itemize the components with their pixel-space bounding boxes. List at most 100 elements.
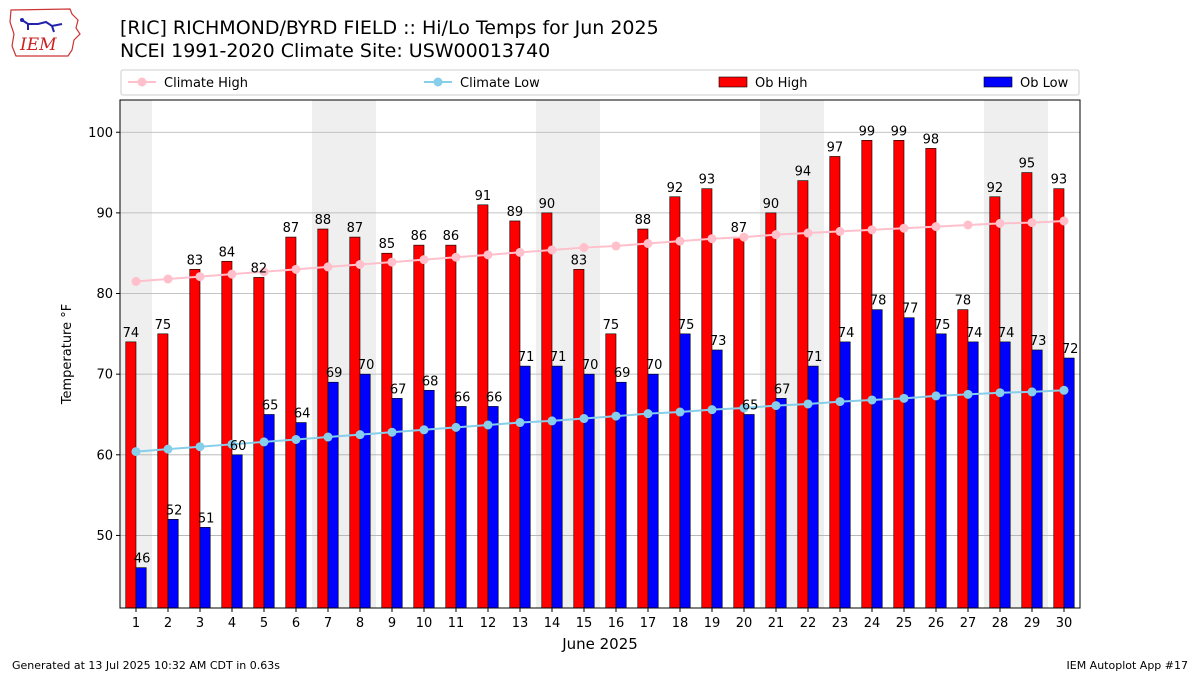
ob-high-label: 89 bbox=[507, 205, 524, 220]
ob-low-label: 66 bbox=[486, 390, 503, 405]
ob-high-label: 88 bbox=[635, 213, 652, 228]
ob-high-label: 92 bbox=[987, 181, 1004, 196]
ob-low-label: 69 bbox=[614, 366, 631, 381]
climate-high-point bbox=[131, 276, 141, 286]
ob-low-bar bbox=[423, 389, 435, 609]
ob-high-bar bbox=[989, 196, 1001, 609]
climate-high-point bbox=[995, 218, 1005, 228]
ob-low-bar bbox=[647, 373, 659, 609]
ob-low-label: 74 bbox=[998, 326, 1015, 341]
ob-low-bar bbox=[839, 341, 851, 609]
ob-low-bar bbox=[295, 422, 307, 609]
climate-low-point bbox=[931, 391, 941, 401]
climate-low-point bbox=[291, 434, 301, 444]
climate-high-legend-label: Climate High bbox=[164, 76, 248, 91]
ob-high-label: 86 bbox=[443, 229, 460, 244]
x-tick-label: 26 bbox=[928, 616, 945, 631]
ob-low-bar bbox=[391, 398, 403, 609]
climate-high-point bbox=[803, 228, 813, 238]
ob-low-label: 70 bbox=[646, 358, 663, 373]
climate-high-point bbox=[707, 234, 717, 244]
ob-low-legend-swatch bbox=[983, 76, 1013, 88]
ob-low-label: 66 bbox=[454, 390, 471, 405]
climate-low-point bbox=[451, 422, 461, 432]
climate-high-point bbox=[291, 264, 301, 274]
climate-high-point bbox=[675, 236, 685, 246]
x-tick-label: 14 bbox=[544, 616, 561, 631]
ob-low-bar bbox=[807, 365, 819, 609]
climate-low-point bbox=[547, 416, 557, 426]
ob-low-label: 65 bbox=[742, 398, 759, 413]
climate-low-point bbox=[611, 411, 621, 421]
ob-low-bar bbox=[775, 398, 787, 609]
weekend-band bbox=[1016, 100, 1048, 608]
ob-high-bar bbox=[1021, 172, 1033, 609]
weekend-band bbox=[984, 100, 1016, 608]
ob-high-label: 98 bbox=[923, 132, 940, 147]
weekend-band bbox=[312, 100, 344, 608]
climate-high-legend-marker bbox=[137, 77, 147, 87]
ob-low-bar bbox=[199, 527, 211, 609]
ob-high-bar bbox=[317, 228, 329, 609]
x-tick-label: 7 bbox=[324, 616, 332, 631]
climate-high-point bbox=[163, 274, 173, 284]
ob-high-bar bbox=[253, 277, 265, 609]
x-tick-label: 15 bbox=[576, 616, 593, 631]
climate-high-point bbox=[323, 262, 333, 272]
x-tick-label: 17 bbox=[640, 616, 657, 631]
ob-low-bar bbox=[167, 519, 179, 609]
climate-low-point bbox=[387, 427, 397, 437]
climate-high-point bbox=[483, 250, 493, 260]
climate-low-point bbox=[835, 397, 845, 407]
climate-low-point bbox=[995, 388, 1005, 398]
ob-high-bar bbox=[605, 333, 617, 609]
ob-low-label: 77 bbox=[902, 302, 919, 317]
ob-high-bar bbox=[125, 341, 137, 609]
ob-high-bar bbox=[541, 212, 553, 609]
ob-low-bar bbox=[1063, 357, 1075, 609]
ob-low-bar bbox=[999, 341, 1011, 609]
x-tick-label: 9 bbox=[388, 616, 396, 631]
x-tick-label: 25 bbox=[896, 616, 913, 631]
ob-high-bar bbox=[221, 260, 233, 609]
climate-low-point bbox=[483, 420, 493, 430]
x-tick-label: 27 bbox=[960, 616, 977, 631]
weather-station-icon bbox=[21, 19, 63, 33]
ob-high-label: 75 bbox=[155, 318, 172, 333]
climate-low-point bbox=[355, 430, 365, 440]
ob-high-label: 85 bbox=[379, 237, 396, 252]
ob-low-label: 69 bbox=[326, 366, 343, 381]
ob-high-bar bbox=[413, 244, 425, 609]
ob-high-label: 93 bbox=[699, 173, 716, 188]
weekend-band bbox=[760, 100, 792, 608]
x-tick-label: 19 bbox=[704, 616, 721, 631]
ob-low-bar bbox=[935, 333, 947, 609]
generated-timestamp: Generated at 13 Jul 2025 10:32 AM CDT in… bbox=[12, 659, 280, 672]
climate-high-point bbox=[515, 247, 525, 257]
ob-low-bar bbox=[743, 414, 755, 609]
ob-high-legend-swatch bbox=[718, 76, 748, 88]
ob-low-legend-label: Ob Low bbox=[1020, 76, 1069, 91]
climate-low-point bbox=[803, 399, 813, 409]
ob-low-label: 65 bbox=[262, 398, 279, 413]
ob-high-bar bbox=[381, 252, 393, 609]
ob-low-label: 52 bbox=[166, 503, 183, 518]
climate-high-point bbox=[387, 257, 397, 267]
ob-high-label: 97 bbox=[827, 140, 844, 155]
ob-high-label: 87 bbox=[731, 221, 748, 236]
ob-low-label: 71 bbox=[550, 350, 567, 365]
x-tick-label: 18 bbox=[672, 616, 689, 631]
ob-high-bar bbox=[573, 269, 585, 609]
ob-high-bar bbox=[701, 188, 713, 609]
x-tick-label: 6 bbox=[292, 616, 300, 631]
ob-low-bar bbox=[519, 365, 531, 609]
climate-low-legend-label: Climate Low bbox=[460, 76, 540, 91]
ob-high-label: 91 bbox=[475, 189, 492, 204]
climate-low-point bbox=[579, 414, 589, 424]
ob-low-label: 51 bbox=[198, 511, 215, 526]
climate-high-point bbox=[643, 239, 653, 249]
climate-low-legend-marker bbox=[433, 77, 443, 87]
ob-low-label: 74 bbox=[966, 326, 983, 341]
ob-high-label: 88 bbox=[315, 213, 332, 228]
ob-high-bar bbox=[637, 228, 649, 609]
